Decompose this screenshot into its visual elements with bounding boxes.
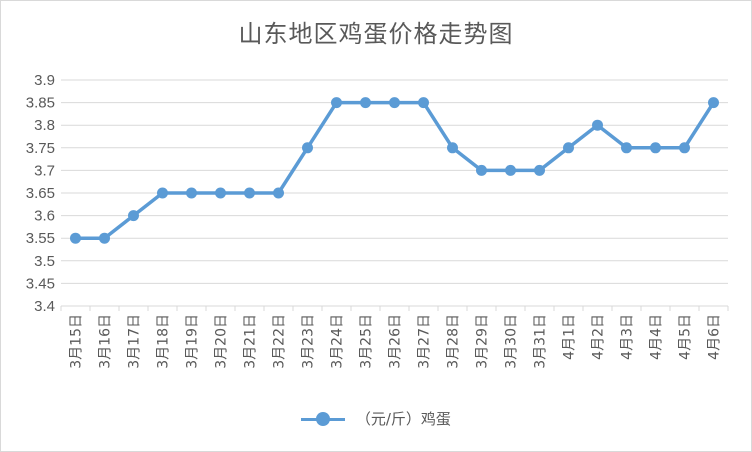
y-tick-label: 3.45 [26, 275, 55, 292]
y-tick-label: 3.7 [34, 162, 55, 179]
data-point [157, 187, 168, 199]
x-tick-label: 3月20日 [214, 314, 230, 369]
x-tick-label: 3月15日 [69, 314, 85, 369]
data-point [360, 97, 371, 109]
y-tick-label: 3.5 [34, 253, 55, 270]
x-tick-label: 3月25日 [359, 314, 375, 369]
legend-label: （元/斤）鸡蛋 [355, 410, 451, 428]
data-point [621, 142, 632, 154]
x-tick-label: 3月23日 [301, 314, 317, 369]
data-point [128, 210, 139, 222]
x-tick-label: 3月31日 [533, 314, 549, 369]
x-tick-label: 3月17日 [127, 314, 143, 369]
y-tick-label: 3.4 [34, 298, 55, 315]
y-tick-label: 3.75 [26, 140, 55, 157]
data-point [505, 164, 516, 176]
y-tick-label: 3.85 [26, 95, 55, 112]
data-point [331, 97, 342, 109]
x-tick-label: 3月29日 [475, 314, 491, 369]
data-point [244, 187, 255, 199]
data-point [389, 97, 400, 109]
x-tick-label: 3月21日 [243, 314, 259, 369]
data-point [302, 142, 313, 154]
x-tick-label: 4月4日 [649, 314, 665, 360]
y-tick-label: 3.55 [26, 230, 55, 247]
data-point [99, 232, 110, 244]
x-tick-label: 3月18日 [156, 314, 172, 369]
y-tick-label: 3.65 [26, 185, 55, 202]
x-tick-label: 4月6日 [707, 314, 723, 360]
data-point [476, 164, 487, 176]
x-tick-label: 3月19日 [185, 314, 201, 369]
x-tick-label: 4月3日 [620, 314, 636, 360]
data-point [708, 97, 719, 109]
data-point [186, 187, 197, 199]
x-tick-label: 3月27日 [417, 314, 433, 369]
data-point [70, 232, 81, 244]
x-tick-label: 3月22日 [272, 314, 288, 369]
x-tick-label: 4月1日 [562, 314, 578, 360]
legend-line-marker-icon [301, 411, 346, 426]
x-tick-label: 3月28日 [446, 314, 462, 369]
data-point [563, 142, 574, 154]
data-point [215, 187, 226, 199]
data-point [447, 142, 458, 154]
x-tick-label: 3月16日 [98, 314, 114, 369]
data-point [534, 164, 545, 176]
x-tick-label: 3月26日 [388, 314, 404, 369]
y-tick-label: 3.8 [34, 117, 55, 134]
data-point [418, 97, 429, 109]
data-point [592, 119, 603, 131]
data-point [650, 142, 661, 154]
y-tick-label: 3.9 [34, 72, 55, 89]
x-tick-label: 3月30日 [504, 314, 520, 369]
x-tick-label: 4月2日 [591, 314, 607, 360]
chart-title: 山东地区鸡蛋价格走势图 [238, 20, 514, 48]
data-point [273, 187, 284, 199]
y-tick-label: 3.6 [34, 208, 55, 225]
x-tick-label: 3月24日 [330, 314, 346, 369]
data-point [679, 142, 690, 154]
legend: （元/斤）鸡蛋 [0, 408, 752, 429]
x-tick-label: 4月5日 [678, 314, 694, 360]
